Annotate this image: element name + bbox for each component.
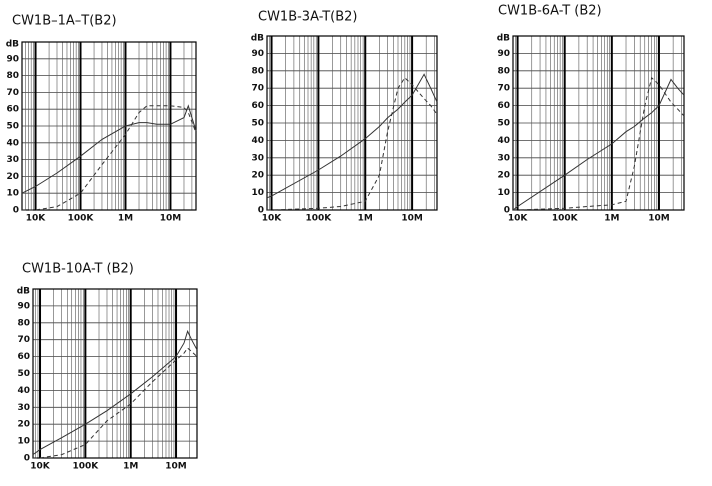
- chart-title: CW1B-10A-T (B2): [22, 262, 134, 277]
- y-tick-label: 70: [497, 84, 510, 94]
- y-tick-label: 30: [17, 403, 30, 413]
- y-tick-label: 40: [497, 136, 510, 146]
- y-tick-label: 0: [24, 454, 30, 464]
- plot-frame: [512, 35, 685, 211]
- x-tick-label: 10M: [648, 214, 670, 224]
- x-tick-label: 10K: [508, 214, 529, 224]
- y-tick-label: 90: [17, 301, 30, 311]
- y-tick-label: 30: [6, 155, 19, 165]
- x-tick-label: 1M: [604, 214, 619, 224]
- y-tick-label: 10: [251, 188, 264, 198]
- chart-title: CW1B-3A-T(B2): [258, 10, 357, 25]
- series-line: [22, 105, 197, 211]
- x-tick-label: 100K: [552, 214, 579, 224]
- series-line: [266, 73, 438, 199]
- series-line: [267, 77, 438, 211]
- y-tick-label: 60: [6, 105, 19, 115]
- y-tick-label: 80: [17, 318, 30, 328]
- y-tick-label: 60: [17, 352, 30, 362]
- y-tick-label: 10: [6, 189, 19, 199]
- x-tick-label: 10K: [262, 214, 283, 224]
- y-tick-label: 10: [17, 437, 30, 447]
- plot-frame: [32, 288, 198, 459]
- y-tick-label: 70: [251, 84, 264, 94]
- y-tick-label: 30: [251, 153, 264, 163]
- x-tick-label: 10M: [401, 214, 423, 224]
- x-tick-label: 100K: [68, 214, 95, 224]
- x-tick-label: 100K: [306, 214, 333, 224]
- y-axis-unit: dB: [251, 34, 264, 44]
- y-tick-label: 80: [6, 71, 19, 81]
- y-tick-label: 90: [497, 49, 510, 59]
- x-tick-label: 100K: [72, 462, 99, 472]
- y-tick-label: 20: [251, 171, 264, 181]
- plot-frame: [21, 41, 197, 211]
- x-tick-label: 10K: [30, 462, 51, 472]
- series-line: [512, 78, 685, 211]
- x-tick-label: 10M: [160, 214, 182, 224]
- y-axis-unit: dB: [497, 34, 510, 44]
- plot-frame: [266, 35, 438, 211]
- series-line: [513, 76, 685, 211]
- y-tick-label: 40: [251, 136, 264, 146]
- y-tick-label: 90: [251, 49, 264, 59]
- y-tick-label: 60: [497, 101, 510, 111]
- y-axis-unit: dB: [17, 287, 30, 297]
- y-tick-label: 20: [6, 172, 19, 182]
- y-tick-label: 30: [497, 153, 510, 163]
- y-tick-label: 70: [17, 335, 30, 345]
- series-line: [21, 104, 197, 194]
- y-tick-label: 20: [497, 171, 510, 181]
- y-tick-label: 80: [497, 66, 510, 76]
- y-tick-label: 20: [17, 420, 30, 430]
- x-tick-label: 10M: [165, 462, 187, 472]
- y-tick-label: 0: [258, 206, 264, 216]
- x-tick-label: 1M: [118, 214, 133, 224]
- y-tick-label: 10: [497, 188, 510, 198]
- y-tick-label: 0: [13, 206, 19, 216]
- y-tick-label: 50: [17, 369, 30, 379]
- chart-title: CW1B–1A–T(B2): [12, 14, 117, 29]
- y-tick-label: 80: [251, 66, 264, 76]
- y-axis-unit: dB: [6, 40, 19, 50]
- x-tick-label: 1M: [123, 462, 138, 472]
- chart-title: CW1B-6A-T (B2): [498, 4, 602, 19]
- y-tick-label: 0: [504, 206, 510, 216]
- y-tick-label: 40: [17, 386, 30, 396]
- y-tick-label: 60: [251, 101, 264, 111]
- x-tick-label: 10K: [26, 214, 47, 224]
- y-tick-label: 50: [6, 122, 19, 132]
- y-tick-label: 90: [6, 54, 19, 64]
- y-tick-label: 50: [497, 119, 510, 129]
- y-tick-label: 70: [6, 88, 19, 98]
- series-line: [32, 329, 198, 456]
- y-tick-label: 40: [6, 138, 19, 148]
- series-line: [33, 347, 198, 459]
- y-tick-label: 50: [251, 119, 264, 129]
- x-tick-label: 1M: [358, 214, 373, 224]
